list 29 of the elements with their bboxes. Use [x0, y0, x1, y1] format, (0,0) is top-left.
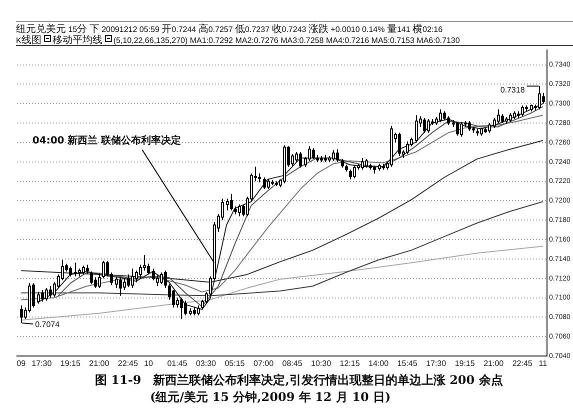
x-tick-label: 01:45	[167, 359, 188, 368]
x-tick-label: 19:15	[60, 359, 81, 368]
x-tick-label: 09	[16, 359, 26, 368]
x-tick-label: 15:45	[397, 359, 418, 368]
text: 纽元兑美元 15分 下 20091212 05:59 开0.7244 高0.7257 低0.7237 收0.7243 涨跌 +0.0010 0.14% 量141 横02:16	[16, 24, 443, 35]
x-tick-label: 14:00	[368, 359, 390, 368]
annotation: 0.7318	[500, 85, 526, 94]
x-tick-label: 10	[144, 359, 154, 368]
text: K线图	[16, 35, 42, 46]
x-tick-label: 17:30	[426, 359, 447, 368]
x-tick-label: 22:45	[118, 359, 138, 368]
x-tick-label: 11	[538, 359, 548, 368]
text: 图 11-9 新西兰联储公布利率决定,引发行情出现整日的单边上涨 200 余点	[95, 372, 503, 389]
x-tick-label: 12:15	[340, 359, 360, 368]
text: 移动平均线	[52, 35, 102, 46]
x-tick-label: 21:00	[484, 359, 504, 368]
x-tick-label: 22:45	[512, 359, 533, 368]
annotation: 0.7074	[35, 320, 60, 330]
x-tick-label: 05:15	[224, 359, 246, 368]
text: (纽元/美元 15 分钟,2009 年 12 月 10 日)	[149, 389, 392, 406]
text: (5,10,22,66,135,270) MA1:0.7292 MA2:0.7276 MA3:0.7258 MA4:0.7216 MA5:0.7153 MA6:0.7130	[113, 36, 460, 45]
x-tick-label: 10:30	[311, 359, 332, 368]
x-tick-label: 17:30	[32, 359, 52, 368]
x-tick-label: 19:15	[454, 359, 476, 368]
x-tick-label: 03:30	[196, 359, 217, 368]
x-tick-label: 21:00	[89, 359, 110, 368]
x-tick-label: 08:45	[282, 359, 303, 368]
x-tick-label: 07:00	[253, 359, 274, 368]
annotation: 04:00 新西兰 联储公布利率决定	[32, 134, 182, 146]
